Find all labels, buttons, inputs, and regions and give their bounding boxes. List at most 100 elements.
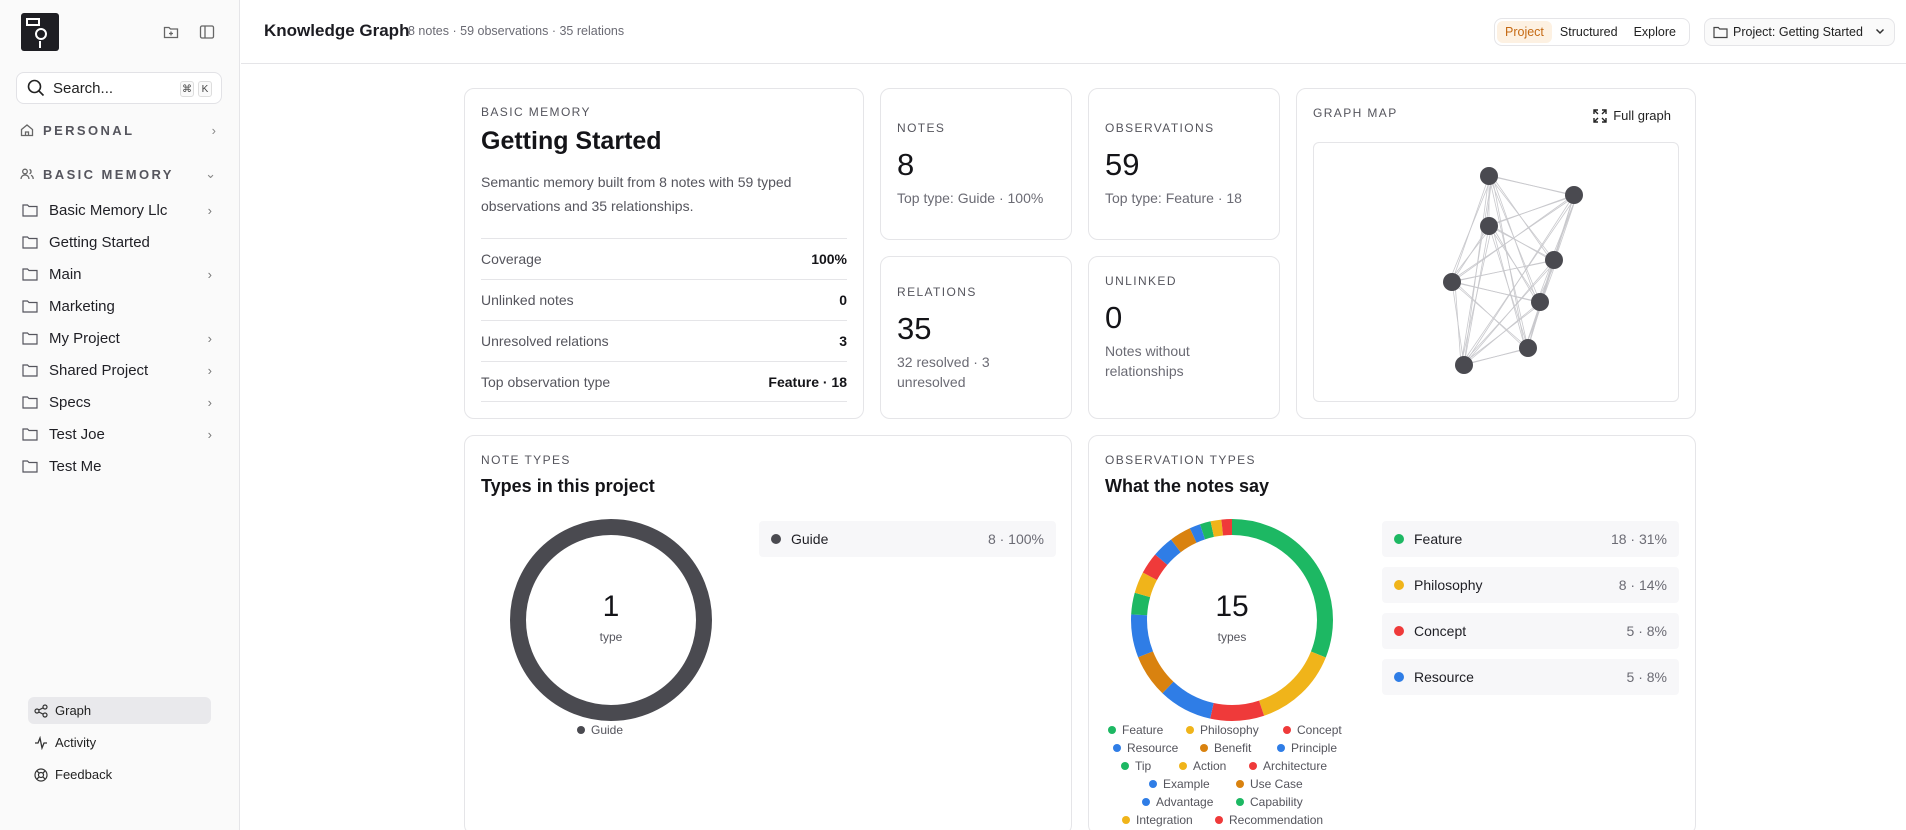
legend-dot bbox=[1149, 780, 1157, 788]
legend-dot bbox=[1394, 580, 1404, 590]
overview-title: Getting Started bbox=[481, 127, 662, 155]
section-basic-memory-label: BASIC MEMORY bbox=[43, 166, 174, 182]
observation-type-row-concept[interactable]: Concept 5 · 8% bbox=[1382, 613, 1679, 649]
search-placeholder: Search... bbox=[53, 79, 114, 97]
graph-edge bbox=[1460, 194, 1578, 366]
legend-label: Feature bbox=[1122, 723, 1164, 737]
top-bar: Knowledge Graph 8 notes · 59 observation… bbox=[241, 0, 1906, 64]
donut-segment-recommendation[interactable] bbox=[1131, 519, 1333, 721]
full-graph-button[interactable]: Full graph bbox=[1593, 108, 1671, 123]
sidebar-item-specs[interactable]: Specs › bbox=[22, 389, 218, 415]
graph-edge bbox=[1460, 259, 1558, 366]
mini-legend-architecture: Architecture bbox=[1249, 759, 1327, 773]
project-select[interactable]: Project: Getting Started bbox=[1704, 18, 1895, 46]
folder-icon bbox=[1713, 26, 1728, 39]
bottom-nav-feedback[interactable]: Feedback bbox=[28, 761, 211, 788]
legend-dot bbox=[1277, 744, 1285, 752]
collapse-sidebar-icon[interactable] bbox=[197, 22, 217, 42]
overview-description: Semantic memory built from 8 notes with … bbox=[481, 174, 792, 214]
full-graph-label: Full graph bbox=[1613, 108, 1671, 123]
folder-icon bbox=[22, 395, 40, 409]
graph-edge bbox=[1460, 175, 1493, 366]
graph-node[interactable] bbox=[1443, 273, 1461, 291]
chevron-down-icon: ⌄ bbox=[205, 166, 216, 181]
donut-segment-concept[interactable] bbox=[1131, 519, 1333, 721]
graph-edge bbox=[1454, 281, 1526, 349]
observation-types-center-label: types bbox=[1217, 630, 1247, 644]
observation-types-title: What the notes say bbox=[1105, 476, 1270, 496]
sidebar-item-basic-memory-llc[interactable]: Basic Memory Llc › bbox=[22, 197, 218, 223]
stat-value: 8 bbox=[897, 147, 915, 182]
folder-icon bbox=[22, 459, 40, 473]
sidebar-item-test-me[interactable]: Test Me bbox=[22, 453, 218, 479]
bottom-nav-label: Feedback bbox=[55, 767, 113, 782]
donut-segment-principle[interactable] bbox=[1131, 519, 1333, 721]
legend-dot bbox=[1283, 726, 1291, 734]
legend-value: 8 · 100% bbox=[987, 531, 1044, 547]
sidebar-item-marketing[interactable]: Marketing bbox=[22, 293, 218, 319]
bottom-nav-label: Graph bbox=[55, 703, 92, 718]
mode-explore-button[interactable]: Explore bbox=[1633, 25, 1676, 39]
legend-label: Benefit bbox=[1214, 741, 1252, 755]
home-icon bbox=[20, 123, 34, 137]
graph-edge bbox=[1491, 175, 1572, 196]
chevron-right-icon: › bbox=[207, 394, 212, 410]
stat-value: 35 bbox=[897, 311, 932, 346]
mode-project-button[interactable]: Project bbox=[1497, 21, 1552, 43]
bottom-nav-graph[interactable]: Graph bbox=[28, 697, 211, 724]
notes-stat-card: NOTES 8 Top type: Guide · 100% bbox=[880, 88, 1072, 240]
chevron-right-icon: › bbox=[207, 426, 212, 442]
section-basic-memory[interactable]: BASIC MEMORY ⌄ bbox=[20, 164, 220, 184]
graph-edge bbox=[1485, 194, 1578, 227]
legend-label: Example bbox=[1163, 777, 1210, 791]
note-types-eyebrow: NOTE TYPES bbox=[481, 453, 571, 467]
graph-node[interactable] bbox=[1531, 293, 1549, 311]
page-meta: 8 notes · 59 observations · 35 relations bbox=[408, 24, 625, 38]
legend-label: Recommendation bbox=[1229, 813, 1324, 827]
mini-legend-example: Example bbox=[1149, 777, 1210, 791]
graph-node[interactable] bbox=[1565, 186, 1583, 204]
stat-label: UNLINKED bbox=[1105, 274, 1177, 288]
graph-node[interactable] bbox=[1545, 251, 1563, 269]
graph-edge bbox=[1454, 281, 1462, 366]
graph-node[interactable] bbox=[1455, 356, 1473, 374]
note-type-row-guide[interactable]: Guide 8 · 100% bbox=[759, 521, 1056, 557]
stat-sub: Notes without relationships bbox=[1105, 343, 1190, 379]
chevron-right-icon: › bbox=[211, 122, 216, 138]
sidebar-item-main[interactable]: Main › bbox=[22, 261, 218, 287]
stat-sub: 32 resolved · 3 unresolved bbox=[897, 354, 990, 390]
graph-node[interactable] bbox=[1480, 217, 1498, 235]
bottom-nav-activity[interactable]: Activity bbox=[28, 729, 211, 756]
users-icon bbox=[20, 167, 34, 181]
legend-label: Concept bbox=[1414, 623, 1467, 639]
graph-map-svg bbox=[1443, 167, 1583, 374]
observation-type-row-feature[interactable]: Feature 18 · 31% bbox=[1382, 521, 1679, 557]
section-personal[interactable]: PERSONAL › bbox=[20, 120, 220, 140]
folder-icon bbox=[22, 235, 40, 249]
donut-segment-guide bbox=[510, 519, 712, 721]
legend-label: Feature bbox=[1414, 531, 1463, 547]
legend-label: Resource bbox=[1127, 741, 1179, 755]
observations-stat-card: OBSERVATIONS 59 Top type: Feature · 18 bbox=[1088, 88, 1280, 240]
mini-legend-use-case: Use Case bbox=[1236, 777, 1303, 791]
app-logo[interactable] bbox=[21, 13, 59, 51]
graph-map-canvas[interactable] bbox=[1313, 142, 1679, 402]
search-input[interactable]: Search... ⌘ K bbox=[16, 72, 222, 104]
sidebar-item-getting-started[interactable]: Getting Started bbox=[22, 229, 218, 255]
sidebar-item-my-project[interactable]: My Project › bbox=[22, 325, 218, 351]
relations-stat-card: RELATIONS 35 32 resolved · 3 unresolved bbox=[880, 256, 1072, 419]
row-label: Coverage bbox=[481, 251, 542, 267]
mode-structured-button[interactable]: Structured bbox=[1559, 25, 1618, 39]
graph-node[interactable] bbox=[1480, 167, 1498, 185]
graph-node[interactable] bbox=[1519, 339, 1537, 357]
overview-row-coverage: Coverage 100% bbox=[481, 238, 847, 279]
legend-value: 5 · 8% bbox=[1626, 623, 1667, 639]
sidebar-item-test-joe[interactable]: Test Joe › bbox=[22, 421, 218, 447]
row-value: Feature · 18 bbox=[768, 373, 847, 390]
legend-label: Guide bbox=[591, 723, 624, 737]
new-folder-icon[interactable] bbox=[161, 22, 181, 42]
observation-type-row-resource[interactable]: Resource 5 · 8% bbox=[1382, 659, 1679, 695]
sidebar-item-shared-project[interactable]: Shared Project › bbox=[22, 357, 218, 383]
observation-type-row-philosophy[interactable]: Philosophy 8 · 14% bbox=[1382, 567, 1679, 603]
graph-map-card: GRAPH MAP Full graph bbox=[1296, 88, 1696, 419]
